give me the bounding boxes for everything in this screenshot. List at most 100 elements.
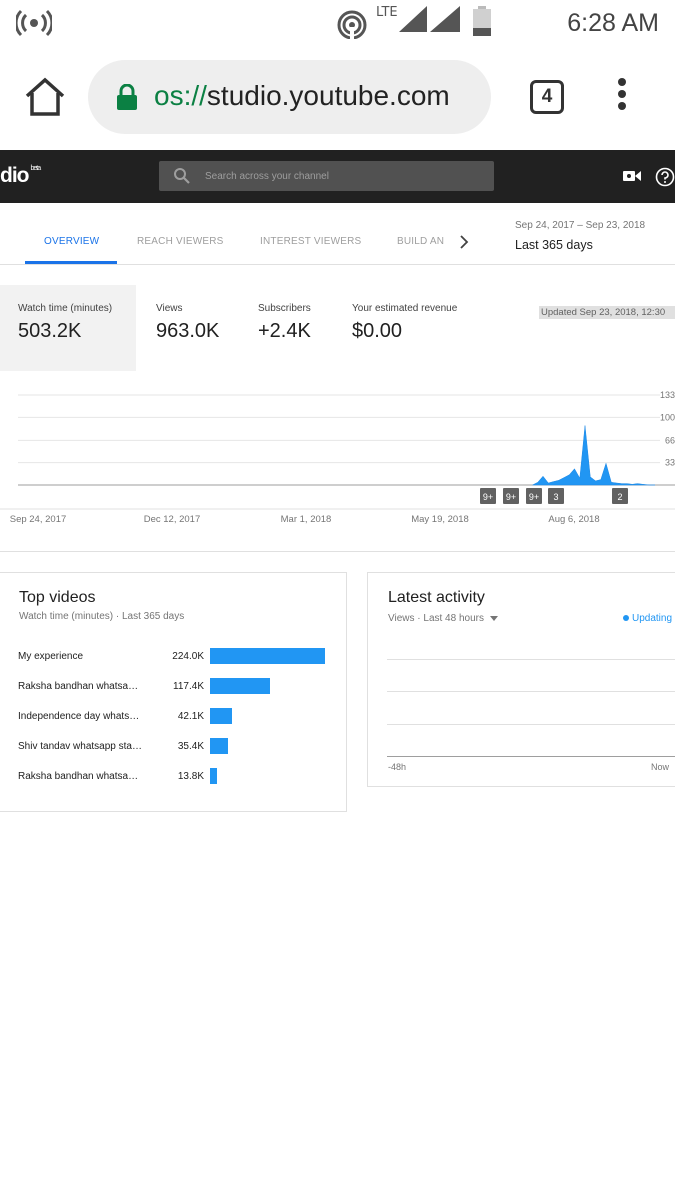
metric-value: 503.2K xyxy=(18,320,82,342)
annotation-label: 9+ xyxy=(483,492,493,502)
y-tick-label: 66 xyxy=(665,435,675,445)
annotation-marker xyxy=(503,488,519,504)
x-tick-label: Mar 1, 2018 xyxy=(281,514,332,525)
annotation-label: 3 xyxy=(553,492,558,502)
date-range-label[interactable]: Last 365 days xyxy=(515,238,593,252)
top-video-value: 35.4K xyxy=(177,741,204,752)
tab-reach-viewers[interactable]: REACH VIEWERS xyxy=(137,236,224,247)
status-bar: LTE 6:28 AM xyxy=(0,0,675,46)
more-vert-icon[interactable] xyxy=(612,78,632,118)
top-video-bar xyxy=(210,648,325,664)
metric-label: Subscribers xyxy=(258,303,311,314)
studio-logo[interactable]: dio beta xyxy=(0,164,42,187)
date-range[interactable]: Sep 24, 2017 – Sep 23, 2018 xyxy=(515,220,646,231)
metric-views[interactable]: Views 963.0K xyxy=(138,285,234,371)
tab-interest-viewers[interactable]: INTEREST VIEWERS xyxy=(260,236,362,247)
x-tick-label: Aug 6, 2018 xyxy=(548,514,599,525)
top-videos-title: Top videos xyxy=(19,589,96,606)
top-video-bar xyxy=(210,678,271,694)
url-scheme: os:// xyxy=(154,80,207,111)
y-tick-label: 33 xyxy=(665,458,675,468)
metric-value: $0.00 xyxy=(352,320,403,342)
top-video-row[interactable]: Raksha bandhan whatsa… 117.4K xyxy=(18,678,338,698)
hotspot-icon xyxy=(337,10,367,39)
tab-build-audience[interactable]: BUILD AN xyxy=(397,236,445,247)
tab-switcher-button[interactable]: 4 xyxy=(530,80,564,114)
camera-icon[interactable] xyxy=(623,169,641,183)
url-host: studio.youtube.com xyxy=(206,80,450,111)
chevron-right-icon[interactable] xyxy=(458,234,470,250)
gridline xyxy=(387,659,675,660)
top-video-value: 42.1K xyxy=(177,711,204,722)
top-video-title: Shiv tandav whatsapp sta… xyxy=(18,741,142,752)
updating-dot-icon xyxy=(623,615,629,621)
url-text: os://studio.youtube.com xyxy=(154,80,474,112)
watch-time-chart[interactable]: 133 100 66 33 Sep 24, 2017 Dec 12, 2017 Mar 1,… xyxy=(0,384,675,529)
top-video-title: Raksha bandhan whatsa… xyxy=(18,771,139,782)
dropdown-arrow-icon xyxy=(489,615,498,621)
latest-activity-title: Latest activity xyxy=(388,589,485,606)
annotation-marker xyxy=(480,488,496,504)
metric-revenue[interactable]: Your estimated revenue $0.00 xyxy=(334,285,494,371)
help-icon[interactable] xyxy=(655,167,675,187)
section-divider xyxy=(0,551,675,552)
latest-activity-card xyxy=(367,572,675,787)
annotation-label: 2 xyxy=(617,492,622,502)
top-videos-subtitle: Watch time (minutes) · Last 365 days xyxy=(19,611,185,622)
network-type: LTE xyxy=(376,5,398,20)
metric-label: Your estimated revenue xyxy=(352,303,458,314)
latest-activity-filter[interactable]: Views · Last 48 hours xyxy=(388,613,498,624)
top-video-row[interactable]: Raksha bandhan whatsa… 13.8K xyxy=(18,768,338,788)
broadcast-icon xyxy=(16,9,52,37)
top-video-title: Raksha bandhan whatsa… xyxy=(18,681,139,692)
y-tick-label: 100 xyxy=(660,412,675,422)
signal-icon xyxy=(399,6,427,32)
updated-badge: Updated Sep 23, 2018, 12:30 xyxy=(539,306,675,319)
annotation-label: 9+ xyxy=(529,492,539,502)
chart-area-series xyxy=(532,425,655,486)
metric-watch-time[interactable]: Watch time (minutes) 503.2K xyxy=(0,285,136,371)
top-video-title: Independence day whats… xyxy=(18,711,140,722)
top-video-value: 117.4K xyxy=(173,681,204,692)
top-video-row[interactable]: My experience 224.0K xyxy=(18,648,338,668)
y-tick-label: 133 xyxy=(660,390,675,400)
metric-label: Watch time (minutes) xyxy=(18,303,113,314)
studio-header: dio beta xyxy=(0,150,675,203)
annotation-marker xyxy=(548,488,564,504)
x-tick-label: Sep 24, 2017 xyxy=(10,514,67,525)
search-icon xyxy=(174,168,190,184)
metric-value: 963.0K xyxy=(156,320,220,342)
x-axis xyxy=(387,756,675,757)
lock-icon xyxy=(117,84,137,110)
analytics-tabs: OVERVIEW REACH VIEWERS INTEREST VIEWERS … xyxy=(0,203,675,265)
metric-label: Views xyxy=(156,303,183,314)
search-box[interactable] xyxy=(159,161,494,191)
top-video-row[interactable]: Independence day whats… 42.1K xyxy=(18,708,338,728)
annotation-marker xyxy=(612,488,628,504)
top-videos-card xyxy=(0,572,347,812)
browser-toolbar: os://studio.youtube.com 4 xyxy=(0,46,675,150)
top-video-value: 13.8K xyxy=(177,771,204,782)
x-tick-label: Dec 12, 2017 xyxy=(144,514,201,525)
latest-activity-subtitle: Views · Last 48 hours xyxy=(388,613,484,624)
search-input[interactable] xyxy=(205,161,485,191)
beta-badge: beta xyxy=(30,165,42,172)
metric-value: +2.4K xyxy=(258,320,311,342)
tab-overview[interactable]: OVERVIEW xyxy=(44,236,100,247)
x-tick-end: Now xyxy=(651,762,670,772)
x-tick-label: May 19, 2018 xyxy=(411,514,469,525)
battery-icon xyxy=(473,6,491,36)
top-video-row[interactable]: Shiv tandav whatsapp sta… 35.4K xyxy=(18,738,338,758)
active-tab-indicator xyxy=(25,261,117,264)
annotation-marker xyxy=(526,488,542,504)
gridline xyxy=(387,691,675,692)
home-icon[interactable] xyxy=(22,76,68,118)
top-video-title: My experience xyxy=(18,651,84,662)
metric-subscribers[interactable]: Subscribers +2.4K xyxy=(240,285,330,371)
top-video-value: 224.0K xyxy=(172,651,204,662)
address-bar[interactable]: os://studio.youtube.com xyxy=(88,60,491,134)
top-video-bar xyxy=(210,768,218,784)
top-video-bar xyxy=(210,738,229,754)
clock: 6:28 AM xyxy=(567,9,659,37)
annotation-label: 9+ xyxy=(506,492,516,502)
